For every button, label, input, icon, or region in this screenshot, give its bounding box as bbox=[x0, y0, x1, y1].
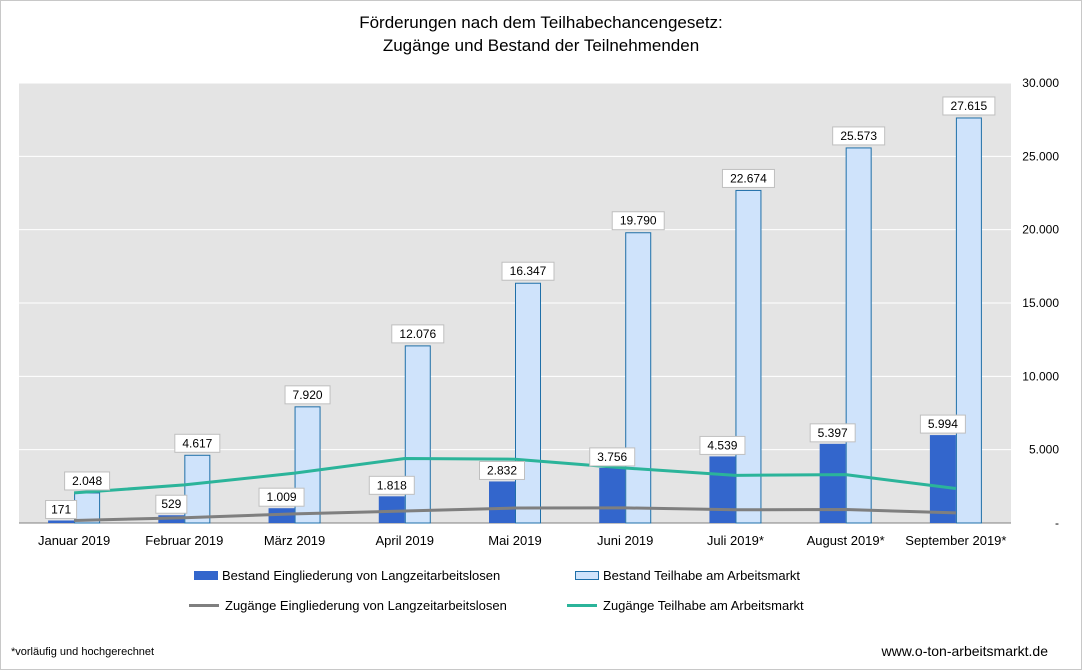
x-tick-label: April 2019 bbox=[376, 533, 435, 548]
data-label-bestand-teilhabe-box bbox=[721, 168, 775, 188]
data-label-bestand-eingliederung: 5.397 bbox=[818, 426, 848, 440]
chart-title-line2: Zugänge und Bestand der Teilnehmenden bbox=[382, 36, 700, 55]
legend-swatch-zugaenge-eingliederung bbox=[189, 604, 219, 607]
footnote: *vorläufig und hochgerechnet bbox=[11, 646, 155, 658]
source-url: www.o-ton-arbeitsmarkt.de bbox=[881, 643, 1048, 659]
x-tick-label: Januar 2019 bbox=[38, 533, 110, 548]
data-label-bestand-teilhabe: 25.573 bbox=[840, 129, 877, 143]
data-label-bestand-teilhabe: 2.048 bbox=[72, 474, 102, 488]
y-tick-label: 30.000 bbox=[1022, 76, 1059, 90]
x-tick-label: März 2019 bbox=[264, 533, 325, 548]
legend-label-zugaenge-teilhabe: Zugänge Teilhabe am Arbeitsmarkt bbox=[603, 598, 804, 613]
x-tick-label: August 2019* bbox=[807, 533, 885, 548]
y-tick-label: 15.000 bbox=[1022, 296, 1059, 310]
chart-svg: -5.00010.00015.00020.00025.00030.0001712… bbox=[19, 76, 1059, 548]
data-label-bestand-eingliederung-box bbox=[155, 494, 188, 514]
x-tick-label: September 2019* bbox=[905, 533, 1006, 548]
data-label-bestand-teilhabe-box bbox=[64, 471, 111, 491]
data-label-bestand-eingliederung-box bbox=[699, 435, 746, 455]
y-tick-label: 25.000 bbox=[1022, 149, 1059, 163]
data-label-bestand-eingliederung-box bbox=[809, 423, 856, 443]
data-label-bestand-teilhabe: 7.920 bbox=[293, 388, 323, 402]
legend-swatch-bestand-eingliederung bbox=[194, 571, 218, 580]
bar-bestand-eingliederung bbox=[489, 481, 515, 523]
data-label-bestand-teilhabe: 19.790 bbox=[620, 214, 657, 228]
y-tick-label: - bbox=[1055, 516, 1059, 530]
bar-bestand-teilhabe bbox=[735, 189, 762, 524]
legend-label-bestand-eingliederung: Bestand Eingliederung von Langzeitarbeit… bbox=[222, 568, 501, 583]
x-tick-label: Februar 2019 bbox=[145, 533, 223, 548]
bar-bestand-eingliederung bbox=[819, 443, 846, 523]
data-label-bestand-teilhabe-box bbox=[501, 261, 555, 281]
legend-item-bestand-eingliederung: Bestand Eingliederung von Langzeitarbeit… bbox=[194, 568, 500, 583]
data-label-bestand-teilhabe: 4.617 bbox=[182, 436, 212, 450]
bar-bestand-teilhabe bbox=[955, 117, 982, 524]
y-tick-label: 20.000 bbox=[1022, 223, 1059, 237]
x-tick-label: Juli 2019* bbox=[707, 533, 764, 548]
data-label-bestand-eingliederung-box bbox=[479, 460, 525, 480]
data-label-bestand-eingliederung: 2.832 bbox=[487, 463, 517, 477]
legend-item-zugaenge-teilhabe: Zugänge Teilhabe am Arbeitsmarkt bbox=[567, 598, 804, 613]
data-label-bestand-eingliederung: 5.994 bbox=[928, 417, 958, 431]
data-label-bestand-eingliederung-box bbox=[919, 414, 966, 434]
x-tick-label: Juni 2019 bbox=[597, 533, 653, 548]
legend-item-bestand-teilhabe: Bestand Teilhabe am Arbeitsmarkt bbox=[575, 568, 800, 583]
line-zugaenge-teilhabe bbox=[74, 456, 957, 495]
data-label-bestand-teilhabe: 12.076 bbox=[399, 327, 436, 341]
x-tick-label: Mai 2019 bbox=[488, 533, 541, 548]
data-label-bestand-eingliederung-box bbox=[368, 475, 415, 495]
data-label-bestand-teilhabe-box bbox=[174, 433, 221, 453]
data-label-bestand-teilhabe: 27.615 bbox=[951, 99, 988, 113]
line-zugaenge-eingliederung bbox=[74, 506, 956, 523]
data-label-bestand-teilhabe-box bbox=[832, 126, 886, 146]
bar-bestand-eingliederung bbox=[709, 456, 736, 523]
data-label-bestand-eingliederung-box bbox=[589, 447, 636, 467]
data-label-bestand-teilhabe: 22.674 bbox=[730, 171, 767, 185]
bar-bestand-eingliederung bbox=[929, 435, 956, 523]
bar-bestand-teilhabe bbox=[845, 147, 872, 524]
bar-bestand-teilhabe bbox=[515, 282, 541, 524]
data-label-bestand-teilhabe-box bbox=[284, 385, 331, 405]
data-label-bestand-eingliederung-box bbox=[45, 499, 78, 519]
legend-swatch-bestand-teilhabe bbox=[575, 571, 599, 580]
data-label-bestand-teilhabe-box bbox=[611, 211, 665, 231]
bar-bestand-teilhabe bbox=[404, 345, 431, 524]
y-tick-label: 10.000 bbox=[1022, 369, 1059, 383]
legend-label-zugaenge-eingliederung: Zugänge Eingliederung von Langzeitarbeit… bbox=[225, 598, 507, 613]
legend-item-zugaenge-eingliederung: Zugänge Eingliederung von Langzeitarbeit… bbox=[189, 598, 507, 613]
data-label-bestand-eingliederung: 529 bbox=[161, 497, 181, 511]
data-label-bestand-teilhabe-box bbox=[391, 324, 445, 344]
data-label-bestand-teilhabe-box bbox=[942, 96, 996, 116]
bar-bestand-eingliederung bbox=[599, 467, 626, 523]
data-label-bestand-eingliederung: 171 bbox=[51, 502, 71, 516]
data-label-bestand-eingliederung: 1.818 bbox=[377, 478, 407, 492]
chart-title: Förderungen nach dem Teilhabechancengese… bbox=[1, 11, 1081, 57]
legend-swatch-zugaenge-teilhabe bbox=[567, 604, 597, 607]
data-label-bestand-eingliederung: 4.539 bbox=[707, 438, 737, 452]
y-tick-label: 5.000 bbox=[1029, 443, 1059, 457]
chart-title-line1: Förderungen nach dem Teilhabechancengese… bbox=[359, 13, 723, 32]
data-label-bestand-teilhabe: 16.347 bbox=[510, 264, 547, 278]
data-label-bestand-eingliederung: 3.756 bbox=[597, 450, 627, 464]
data-label-bestand-eingliederung-box bbox=[258, 487, 305, 507]
legend-label-bestand-teilhabe: Bestand Teilhabe am Arbeitsmarkt bbox=[603, 568, 801, 583]
bar-bestand-teilhabe bbox=[625, 232, 652, 524]
bar-bestand-teilhabe bbox=[184, 454, 211, 524]
bar-bestand-eingliederung bbox=[48, 520, 75, 523]
data-label-bestand-eingliederung: 1.009 bbox=[267, 490, 297, 504]
